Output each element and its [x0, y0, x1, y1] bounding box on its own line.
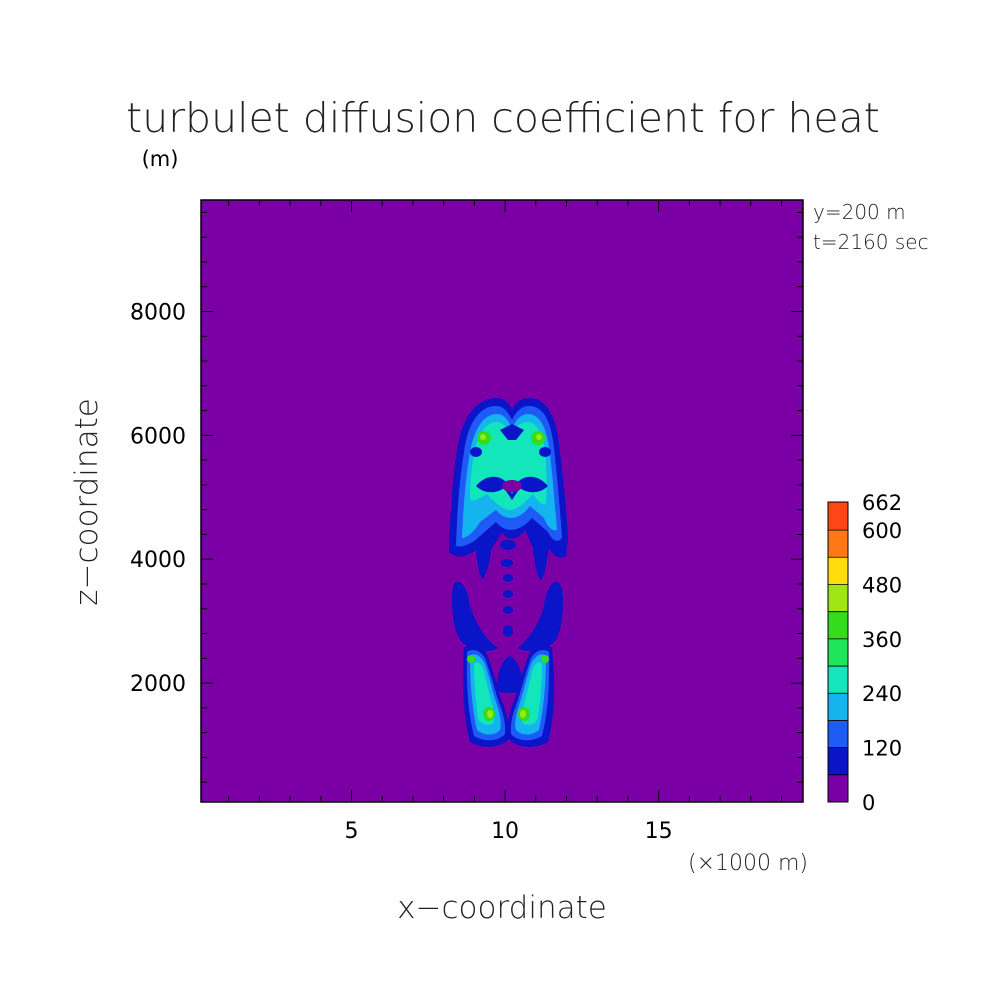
upper-hole-small-right	[539, 447, 551, 457]
contour-layers	[449, 398, 568, 747]
y-tick-label: 8000	[130, 300, 186, 325]
colorbar-label: 0	[862, 791, 875, 815]
upper-hole-eyes	[476, 476, 548, 500]
colorbar-label: 240	[862, 682, 902, 706]
colorbar-swatch	[828, 747, 848, 775]
chart-title: turbulet diffusion coefficient for heat	[126, 94, 880, 142]
colorbar	[827, 501, 849, 803]
column-base	[496, 656, 524, 693]
column-blob	[503, 590, 513, 598]
upper-yellowgreen-spot-right	[536, 434, 542, 440]
annotation-t: t=2160 sec	[813, 230, 929, 254]
x-tick-labels: 5 10 15	[345, 819, 673, 844]
colorbar-swatch	[828, 666, 848, 694]
plot-area	[200, 199, 804, 803]
lower-right-green-top	[541, 655, 549, 663]
lower-left-yellowgreen	[487, 710, 493, 718]
colorbar-label: 120	[862, 737, 902, 761]
upper-yellowgreen-spot-left	[480, 434, 486, 440]
colorbar-label: 662	[862, 491, 902, 515]
colorbar-swatch	[828, 502, 848, 531]
y-tick-label: 6000	[130, 424, 186, 449]
colorbar-swatch	[828, 693, 848, 721]
left-wing	[452, 581, 498, 651]
plot-frame	[200, 199, 804, 803]
colorbar-labels: 662 600 480 360 240 120 0	[862, 491, 902, 815]
colorbar-swatch	[828, 530, 848, 558]
colorbar-label: 480	[862, 573, 902, 597]
y-tick-label: 2000	[130, 672, 186, 697]
lower-left-green-top	[467, 655, 475, 663]
y-axis-label: z−coordinate	[69, 398, 105, 606]
x-axis-label: x−coordinate	[397, 890, 607, 926]
x-unit-label: (×1000 m)	[688, 851, 808, 876]
upper-hole-center	[500, 424, 524, 440]
colorbar-label: 600	[862, 519, 902, 543]
colorbar-swatch	[828, 557, 848, 585]
upper-hole-eye-core	[502, 480, 522, 492]
colorbar-swatch	[828, 638, 848, 667]
column-blob	[501, 559, 513, 567]
colorbar-swatch	[828, 774, 848, 802]
colorbar-label: 360	[862, 628, 902, 652]
title-unit: (m)	[142, 147, 179, 171]
x-tick-label: 15	[645, 819, 673, 844]
colorbar-swatch	[828, 584, 848, 612]
colorbar-swatch	[828, 720, 848, 748]
column-blob	[503, 625, 513, 637]
x-tick-label: 10	[491, 819, 519, 844]
column-blob	[500, 540, 516, 550]
column-blob	[503, 574, 513, 582]
column-blob	[503, 606, 513, 614]
tick-marks	[201, 200, 803, 802]
upper-hole-small-left	[470, 447, 482, 457]
annotation-y: y=200 m	[813, 200, 906, 224]
colorbar-swatch	[828, 611, 848, 639]
y-tick-label: 4000	[130, 548, 186, 573]
lower-right-yellowgreen	[520, 710, 526, 718]
right-wing	[518, 581, 563, 651]
central-column	[496, 540, 524, 693]
x-tick-label: 5	[345, 819, 359, 844]
y-tick-labels: 2000 4000 6000 8000	[130, 300, 186, 697]
